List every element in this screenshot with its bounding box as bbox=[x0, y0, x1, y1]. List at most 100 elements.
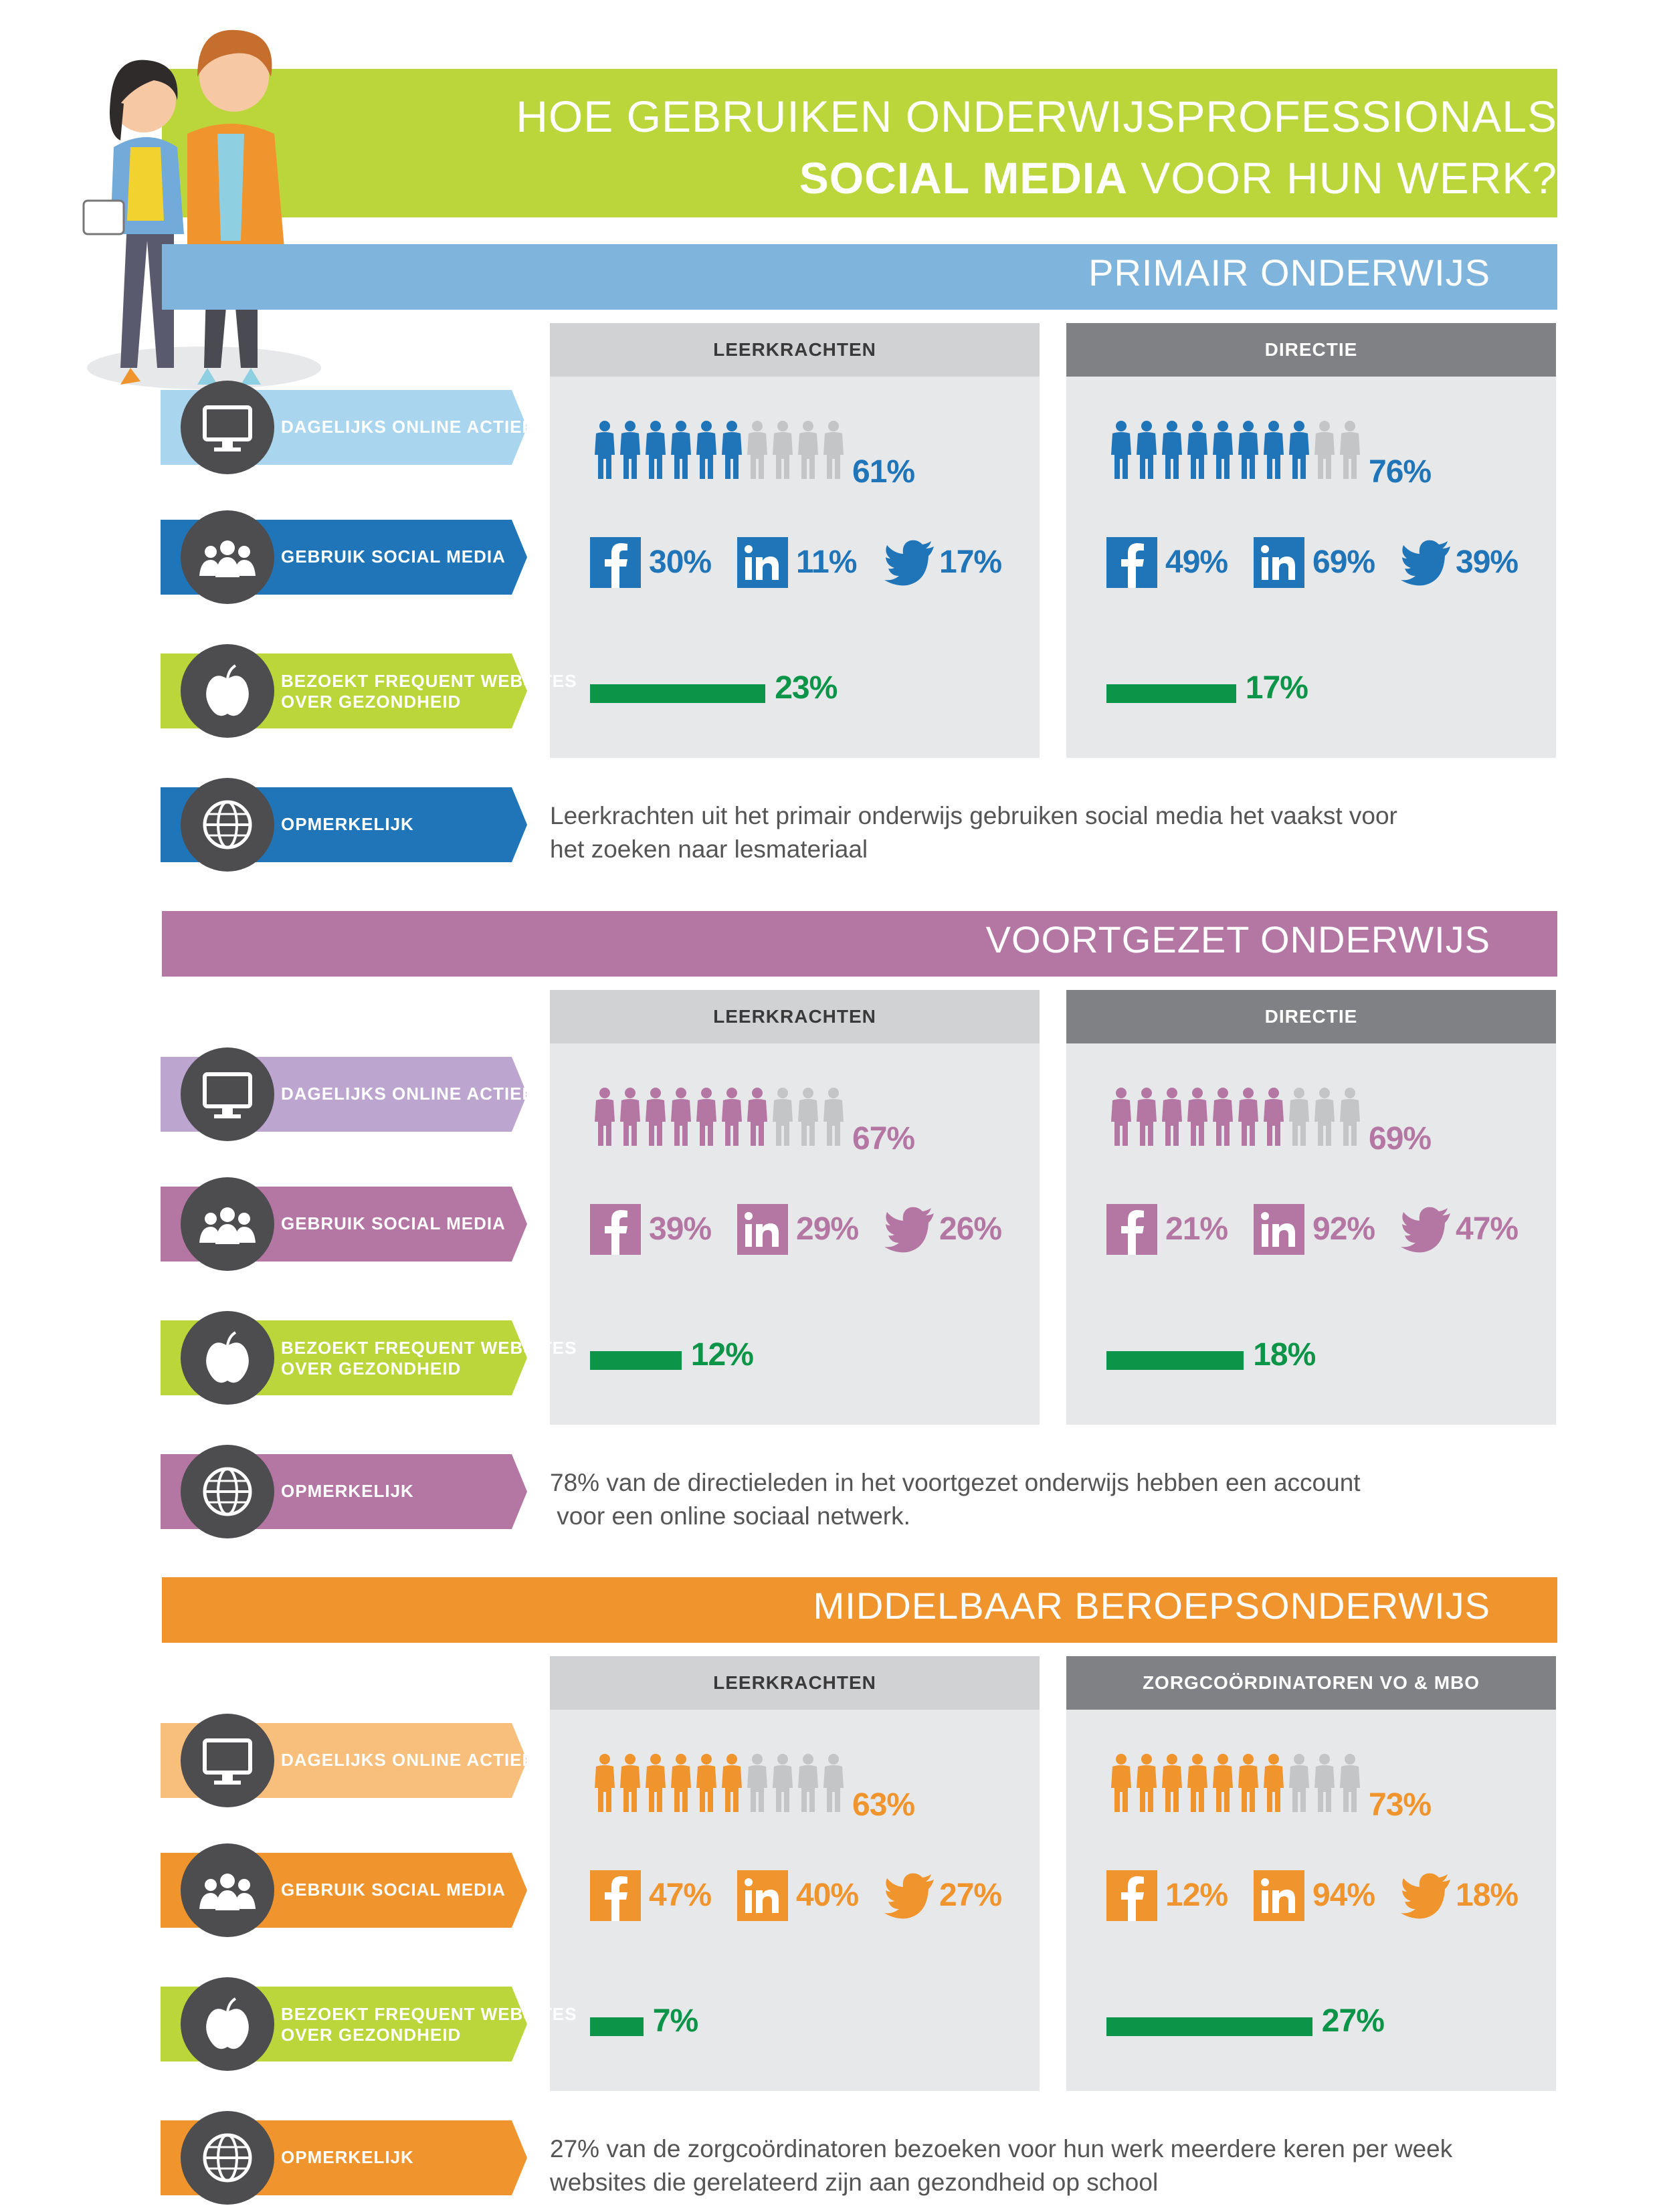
label-online: DAGELIJKS ONLINE ACTIEF bbox=[161, 1047, 532, 1141]
linkedin-icon bbox=[737, 1204, 788, 1255]
person-icon bbox=[1314, 421, 1335, 479]
linkedin-percentage: 40% bbox=[796, 1878, 859, 1913]
icon-circle bbox=[181, 1177, 274, 1271]
panel-management: DIRECTIE 69% 21% 92% 47% 18% bbox=[1066, 990, 1556, 1425]
monitor-icon bbox=[203, 1738, 252, 1785]
person-icon bbox=[747, 1088, 767, 1146]
person-icon bbox=[1213, 1754, 1233, 1812]
teachers-illustration bbox=[82, 29, 321, 389]
person-icon bbox=[1111, 1088, 1131, 1146]
person-icon bbox=[1238, 1754, 1258, 1812]
person-icon bbox=[696, 421, 716, 479]
online-percentage: 61% bbox=[852, 454, 915, 490]
facebook-percentage: 30% bbox=[649, 544, 712, 580]
linkedin-icon bbox=[737, 537, 788, 588]
person-icon bbox=[823, 421, 844, 479]
label-social: GEBRUIK SOCIAL MEDIA bbox=[161, 1843, 528, 1937]
health-percentage: 18% bbox=[1253, 1337, 1316, 1373]
panel-teachers: LEERKRACHTEN 61% 30% 11% 17% 23% bbox=[550, 323, 1040, 758]
panel-header: DIRECTIE bbox=[1066, 990, 1556, 1043]
label-remark: OPMERKELIJK bbox=[161, 778, 528, 872]
linkedin-icon bbox=[737, 1870, 788, 1921]
twitter-icon bbox=[1401, 540, 1450, 586]
health-percentage: 17% bbox=[1245, 670, 1308, 706]
facebook-icon bbox=[590, 537, 641, 588]
icon-circle bbox=[181, 644, 274, 738]
label-online: DAGELIJKS ONLINE ACTIEF bbox=[161, 1714, 532, 1807]
label-text: BEZOEKT FREQUENT WEBSITES OVER GEZONDHEID bbox=[281, 671, 577, 712]
linkedin-percentage: 11% bbox=[796, 544, 857, 580]
monitor-icon bbox=[203, 405, 252, 451]
person-icon bbox=[798, 421, 818, 479]
icon-circle bbox=[181, 1977, 274, 2071]
panel-header: DIRECTIE bbox=[1066, 323, 1556, 377]
person-icon bbox=[1111, 421, 1131, 479]
label-text-line2: OVER GEZONDHEID bbox=[281, 692, 462, 712]
icon-circle bbox=[181, 1714, 274, 1807]
person-icon bbox=[722, 1088, 742, 1146]
person-icon bbox=[722, 1754, 742, 1812]
twitter-icon bbox=[884, 540, 934, 586]
person-icon bbox=[1187, 1088, 1207, 1146]
facebook-percentage: 12% bbox=[1165, 1878, 1228, 1913]
online-percentage: 76% bbox=[1369, 454, 1432, 490]
section-band: MIDDELBAAR BEROEPSONDERWIJS bbox=[162, 1577, 1557, 1643]
person-icon bbox=[1137, 1088, 1157, 1146]
person-icon bbox=[1162, 1754, 1182, 1812]
linkedin-percentage: 94% bbox=[1312, 1878, 1375, 1913]
health-bar bbox=[590, 2017, 644, 2036]
label-social: GEBRUIK SOCIAL MEDIA bbox=[161, 1177, 528, 1271]
person-icon bbox=[747, 421, 767, 479]
label-text: DAGELIJKS ONLINE ACTIEF bbox=[281, 1084, 534, 1104]
person-icon bbox=[1213, 421, 1233, 479]
label-text-line1: BEZOEKT FREQUENT WEBSITES bbox=[281, 2004, 577, 2024]
remark-line2: voor een online sociaal netwerk. bbox=[550, 1502, 910, 1530]
remark-line1: Leerkrachten uit het primair onderwijs g… bbox=[550, 802, 1397, 829]
icon-circle bbox=[181, 778, 274, 872]
person-icon bbox=[595, 1088, 615, 1146]
label-health: BEZOEKT FREQUENT WEBSITES OVER GEZONDHEID bbox=[161, 1977, 576, 2071]
label-text: BEZOEKT FREQUENT WEBSITES OVER GEZONDHEID bbox=[281, 1338, 577, 1379]
person-icon bbox=[722, 421, 742, 479]
page-title: HOE GEBRUIKEN ONDERWIJSPROFESSIONALS SOC… bbox=[516, 86, 1557, 209]
remark-text: 78% van de directieleden in het voortgez… bbox=[550, 1466, 1540, 1533]
monitor-icon bbox=[203, 1072, 252, 1118]
section-title: PRIMAIR ONDERWIJS bbox=[1088, 252, 1490, 294]
label-text: OPMERKELIJK bbox=[281, 2147, 414, 2167]
person-icon bbox=[1289, 421, 1309, 479]
twitter-percentage: 17% bbox=[939, 544, 1002, 580]
label-text-line2: OVER GEZONDHEID bbox=[281, 2025, 462, 2045]
panel-teachers: LEERKRACHTEN 67% 39% 29% 26% 12% bbox=[550, 990, 1040, 1425]
health-percentage: 12% bbox=[690, 1337, 754, 1373]
label-health: BEZOEKT FREQUENT WEBSITES OVER GEZONDHEID bbox=[161, 644, 576, 738]
page-title-bold: SOCIAL MEDIA bbox=[799, 153, 1128, 203]
panel-header: ZORGCOÖRDINATOREN VO & MBO bbox=[1066, 1656, 1556, 1710]
label-social: GEBRUIK SOCIAL MEDIA bbox=[161, 510, 528, 604]
person-icon bbox=[747, 1754, 767, 1812]
icon-circle bbox=[181, 2111, 274, 2205]
online-percentage: 67% bbox=[852, 1121, 915, 1157]
facebook-icon bbox=[590, 1870, 641, 1921]
person-icon bbox=[773, 1088, 793, 1146]
person-icon bbox=[671, 1088, 691, 1146]
online-percentage: 69% bbox=[1369, 1121, 1432, 1157]
panel-teachers: LEERKRACHTEN 63% 47% 40% 27% 7% bbox=[550, 1656, 1040, 2091]
person-icon bbox=[1340, 1754, 1360, 1812]
facebook-icon bbox=[1106, 1870, 1157, 1921]
person-icon bbox=[1340, 421, 1360, 479]
twitter-icon bbox=[884, 1207, 934, 1253]
label-text: GEBRUIK SOCIAL MEDIA bbox=[281, 1213, 506, 1233]
person-icon bbox=[620, 421, 640, 479]
apple-icon bbox=[206, 664, 249, 716]
label-text: OPMERKELIJK bbox=[281, 814, 414, 834]
person-icon bbox=[646, 421, 666, 479]
twitter-icon bbox=[884, 1873, 934, 1919]
label-remark: OPMERKELIJK bbox=[161, 2111, 528, 2205]
remark-line2: websites die gerelateerd zijn aan gezond… bbox=[550, 2169, 1159, 2196]
online-percentage: 73% bbox=[1369, 1787, 1432, 1823]
twitter-percentage: 47% bbox=[1456, 1211, 1519, 1247]
health-percentage: 27% bbox=[1321, 2003, 1385, 2039]
person-icon bbox=[798, 1088, 818, 1146]
person-icon bbox=[1238, 1088, 1258, 1146]
health-percentage: 7% bbox=[652, 2003, 698, 2039]
